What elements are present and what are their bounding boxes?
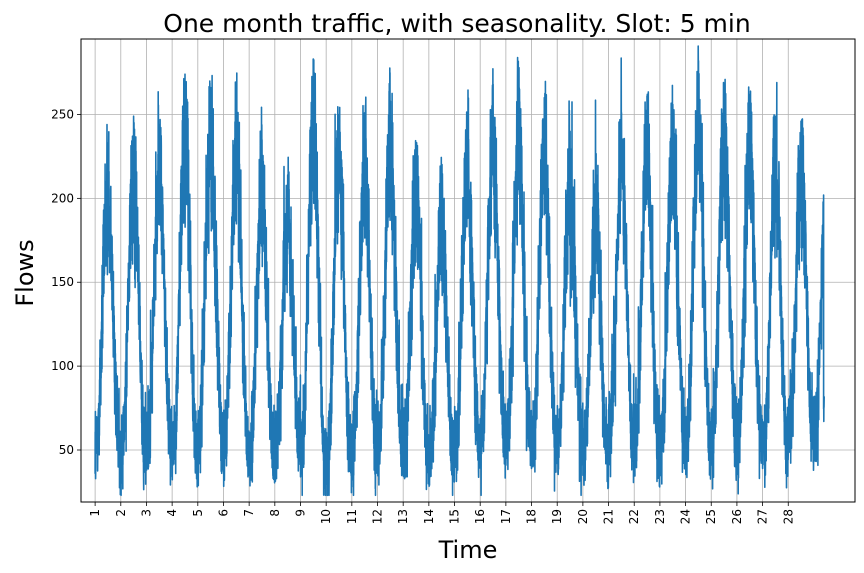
x-tick-label: 1	[88, 509, 102, 517]
x-tick-label: 9	[293, 509, 307, 517]
x-tick-label: 2	[114, 509, 128, 517]
x-tick-label: 27	[756, 509, 770, 524]
series-layer	[94, 45, 825, 497]
x-tick-label: 12	[371, 509, 385, 524]
y-axis-ticks: 50 100 150 200 250	[51, 107, 81, 457]
x-tick-label: 7	[242, 509, 256, 517]
x-tick-label: 19	[550, 509, 564, 524]
x-tick-label: 8	[268, 509, 282, 517]
x-tick-label: 22	[627, 509, 641, 524]
x-tick-label: 15	[448, 509, 462, 524]
x-tick-label: 3	[139, 509, 153, 517]
y-tick-label: 150	[51, 275, 74, 289]
x-tick-label: 11	[345, 509, 359, 524]
x-tick-label: 28	[781, 509, 795, 524]
x-tick-label: 23	[653, 509, 667, 524]
y-tick-label: 200	[51, 191, 74, 205]
x-tick-label: 20	[576, 509, 590, 524]
series-line-flows	[94, 45, 825, 497]
x-tick-label: 13	[396, 509, 410, 524]
x-tick-label: 17	[499, 509, 513, 524]
x-tick-label: 26	[730, 509, 744, 524]
x-tick-label: 25	[704, 509, 718, 524]
x-tick-label: 6	[216, 509, 230, 517]
plot-frame	[80, 38, 856, 503]
x-axis-label: Time	[438, 536, 498, 564]
y-tick-label: 100	[51, 359, 74, 373]
x-tick-label: 14	[422, 509, 436, 524]
x-tick-label: 18	[525, 509, 539, 524]
y-tick-label: 50	[59, 443, 74, 457]
x-tick-label: 10	[319, 509, 333, 524]
x-tick-label: 5	[191, 509, 205, 517]
y-tick-label: 250	[51, 107, 74, 121]
x-tick-label: 24	[679, 509, 693, 524]
chart-title: One month traffic, with seasonality. Slo…	[163, 9, 750, 38]
y-axis-label: Flows	[11, 239, 39, 306]
x-tick-label: 4	[165, 509, 179, 517]
x-tick-label: 16	[473, 509, 487, 524]
x-axis-ticks: 1 2 3 4 5 6 7 8 9 10 11 12 13 14 15 16 17 18 19 20 21 22 23 24 2…	[88, 502, 795, 524]
x-tick-label: 21	[602, 509, 616, 524]
